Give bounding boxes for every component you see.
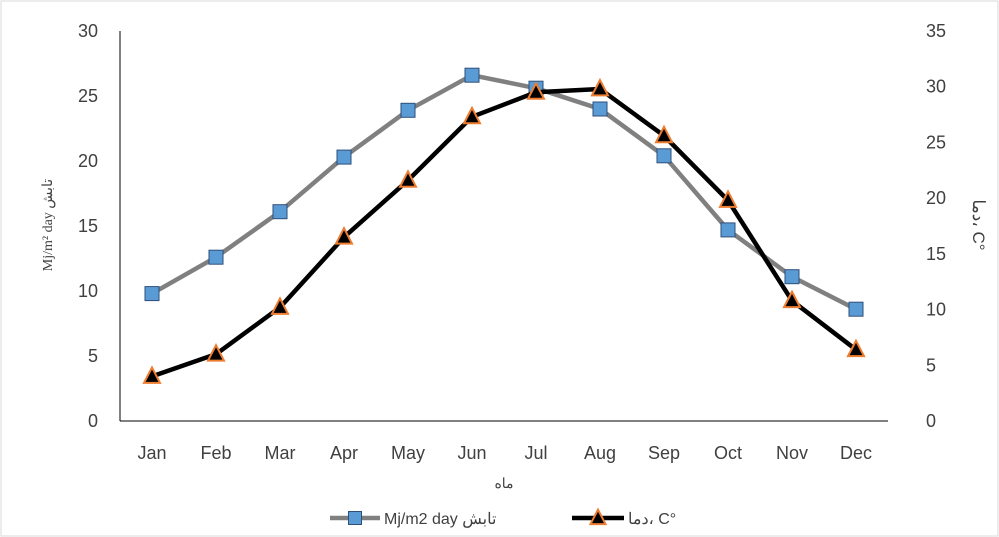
x-tick-label: Jul: [524, 443, 547, 463]
left-axis-title: Mj/m² day تابش: [41, 179, 56, 272]
data-point-triangle: [398, 169, 418, 188]
data-point-triangle: [206, 343, 226, 362]
data-point-square: [208, 249, 224, 265]
right-axis-ticks: 0 5 10 15 20 25 30 35: [926, 21, 946, 431]
left-tick-label: 10: [78, 281, 98, 301]
right-tick-label: 35: [926, 21, 946, 41]
data-point-square: [464, 67, 480, 83]
right-tick-label: 10: [926, 300, 946, 320]
data-point-square: [144, 286, 160, 302]
left-tick-label: 0: [88, 411, 98, 431]
series-2: [142, 77, 866, 384]
legend-entry-1: Mj/m2 day تابش: [330, 511, 496, 528]
left-tick-label: 15: [78, 216, 98, 236]
x-tick-label: Sep: [648, 443, 680, 463]
x-tick-label: Jan: [137, 443, 166, 463]
right-tick-label: 25: [926, 132, 946, 152]
data-point-triangle: [718, 189, 738, 208]
series-line-2: [151, 86, 858, 379]
right-axis-title: دما، C°: [969, 199, 988, 250]
data-point-triangle: [334, 226, 354, 245]
data-point-square: [400, 102, 416, 118]
right-tick-label: 20: [926, 188, 946, 208]
x-tick-label: May: [391, 443, 425, 463]
data-point-triangle: [846, 338, 866, 358]
x-tick-label: Feb: [200, 443, 231, 463]
legend-label-2: دما، C°: [628, 511, 676, 528]
axes: [119, 31, 888, 422]
right-tick-label: 0: [926, 411, 936, 431]
data-point-triangle: [526, 81, 546, 100]
data-point-triangle: [590, 77, 610, 97]
data-point-triangle: [782, 289, 802, 309]
x-axis-title: ماه: [494, 477, 513, 492]
data-point-triangle: [462, 105, 482, 125]
right-tick-label: 15: [926, 244, 946, 264]
data-point-triangle: [142, 365, 162, 384]
x-tick-label: Nov: [776, 443, 808, 463]
legend-label-1: Mj/m2 day تابش: [384, 511, 496, 528]
data-point-square: [592, 101, 608, 117]
x-tick-label: Dec: [840, 443, 872, 463]
series-1: [144, 67, 864, 317]
x-tick-label: Jun: [457, 443, 486, 463]
x-tick-label: Oct: [714, 443, 742, 463]
data-point-square: [336, 149, 352, 165]
legend-entry-2: دما، C°: [572, 507, 676, 528]
left-tick-label: 20: [78, 151, 98, 171]
legend-marker-square: [348, 511, 362, 525]
x-tick-label: Apr: [330, 443, 358, 463]
data-point-square: [720, 222, 736, 238]
legend-marker-triangle: [588, 507, 608, 526]
left-tick-label: 30: [78, 21, 98, 41]
x-tick-label: Mar: [265, 443, 296, 463]
left-tick-label: 25: [78, 86, 98, 106]
series-line-1: [150, 72, 858, 312]
data-point-square: [656, 148, 672, 164]
data-point-triangle: [654, 124, 674, 144]
series: [142, 67, 866, 384]
legend: Mj/m2 day تابش دما، C°: [330, 507, 676, 528]
data-point-square: [272, 204, 288, 220]
data-point-square: [848, 301, 864, 317]
data-point-triangle: [270, 296, 290, 315]
right-tick-label: 30: [926, 77, 946, 97]
left-axis-ticks: 0 5 10 15 20 25 30: [78, 21, 98, 431]
x-axis-ticks: Jan Feb Mar Apr May Jun Jul Aug Sep Oct Nov Dec: [137, 443, 872, 463]
data-point-square: [784, 269, 800, 285]
right-tick-label: 5: [926, 355, 936, 375]
x-tick-label: Aug: [584, 443, 616, 463]
left-tick-label: 5: [88, 346, 98, 366]
